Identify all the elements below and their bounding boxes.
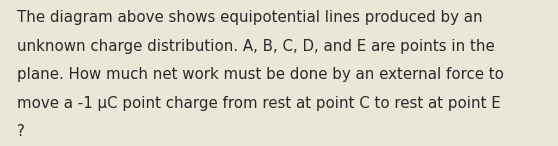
- Text: move a -1 μC point charge from rest at point C to rest at point E: move a -1 μC point charge from rest at p…: [17, 96, 501, 111]
- Text: plane. How much net work must be done by an external force to: plane. How much net work must be done by…: [17, 67, 504, 82]
- Text: The diagram above shows equipotential lines produced by an: The diagram above shows equipotential li…: [17, 10, 482, 25]
- Text: unknown charge distribution. A, B, C, D, and E are points in the: unknown charge distribution. A, B, C, D,…: [17, 39, 494, 54]
- Text: ?: ?: [17, 124, 25, 139]
